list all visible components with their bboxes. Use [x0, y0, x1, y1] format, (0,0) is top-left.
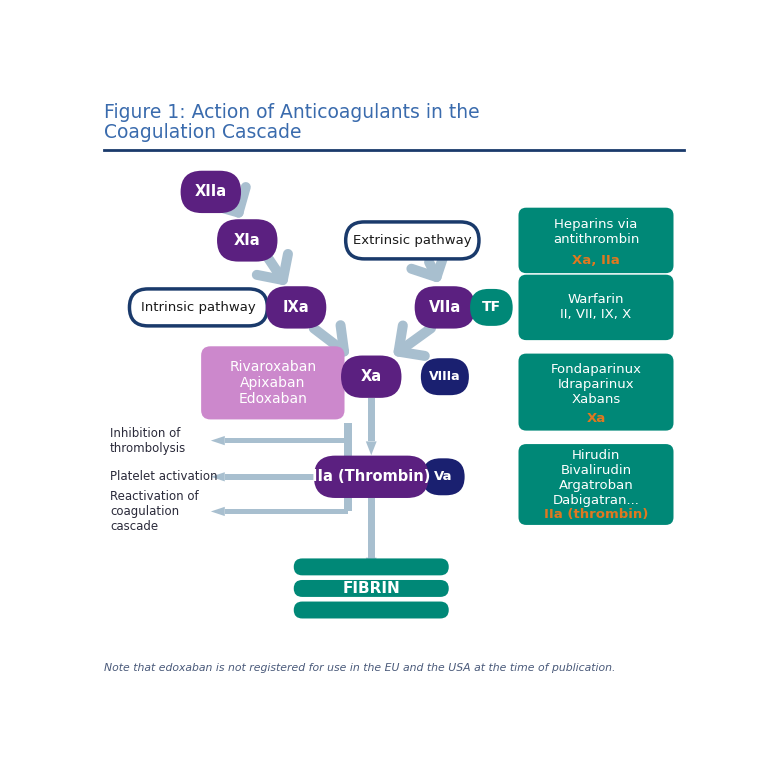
Polygon shape: [344, 423, 352, 512]
FancyBboxPatch shape: [217, 220, 278, 262]
FancyBboxPatch shape: [470, 289, 513, 326]
Text: IXa: IXa: [283, 300, 309, 315]
Text: Va: Va: [434, 470, 453, 483]
Text: Hirudin
Bivalirudin
Argatroban
Dabigatran...: Hirudin Bivalirudin Argatroban Dabigatra…: [553, 449, 640, 507]
Polygon shape: [225, 438, 348, 444]
Text: Note that edoxaban is not registered for use in the EU and the USA at the time o: Note that edoxaban is not registered for…: [104, 663, 615, 673]
Polygon shape: [478, 304, 486, 310]
FancyBboxPatch shape: [314, 456, 428, 498]
FancyBboxPatch shape: [266, 286, 326, 329]
Polygon shape: [211, 436, 225, 445]
FancyBboxPatch shape: [346, 222, 479, 259]
Text: Extrinsic pathway: Extrinsic pathway: [353, 234, 471, 247]
Text: Rivaroxaban
Apixaban
Edoxaban: Rivaroxaban Apixaban Edoxaban: [229, 360, 316, 406]
FancyBboxPatch shape: [201, 347, 345, 419]
FancyBboxPatch shape: [129, 289, 268, 326]
Polygon shape: [225, 509, 348, 514]
Text: Coagulation Cascade: Coagulation Cascade: [104, 122, 301, 142]
Polygon shape: [225, 474, 348, 480]
FancyBboxPatch shape: [414, 286, 475, 329]
Polygon shape: [368, 498, 375, 558]
FancyBboxPatch shape: [294, 558, 449, 575]
FancyBboxPatch shape: [294, 601, 449, 618]
Text: XIIa: XIIa: [195, 184, 227, 200]
FancyBboxPatch shape: [518, 444, 674, 525]
Text: Reactivation of
coagulation
cascade: Reactivation of coagulation cascade: [110, 490, 198, 533]
Text: Intrinsic pathway: Intrinsic pathway: [141, 301, 256, 314]
FancyBboxPatch shape: [421, 358, 469, 396]
FancyBboxPatch shape: [518, 353, 674, 431]
FancyBboxPatch shape: [518, 207, 674, 273]
FancyBboxPatch shape: [518, 275, 674, 340]
FancyBboxPatch shape: [294, 580, 449, 597]
Polygon shape: [366, 441, 377, 455]
Polygon shape: [366, 558, 377, 571]
Polygon shape: [211, 507, 225, 516]
Text: VIIa: VIIa: [429, 300, 461, 315]
Text: IIa (Thrombin): IIa (Thrombin): [312, 469, 431, 484]
Text: Xa: Xa: [361, 369, 382, 384]
Text: Warfarin
II, VII, IX, X: Warfarin II, VII, IX, X: [561, 294, 631, 321]
Text: VIIIa: VIIIa: [429, 370, 461, 383]
Polygon shape: [368, 399, 375, 441]
FancyBboxPatch shape: [181, 171, 241, 213]
Text: Heparins via
antithrombin: Heparins via antithrombin: [553, 218, 639, 246]
Text: Platelet activation: Platelet activation: [110, 470, 218, 483]
Text: FIBRIN: FIBRIN: [342, 581, 400, 596]
FancyBboxPatch shape: [341, 356, 401, 398]
Text: TF: TF: [482, 301, 501, 314]
Text: IIa (thrombin): IIa (thrombin): [544, 508, 648, 521]
Polygon shape: [211, 472, 225, 481]
Text: Xa, IIa: Xa, IIa: [572, 253, 620, 266]
Text: Xa: Xa: [587, 412, 606, 425]
Polygon shape: [472, 303, 486, 312]
Text: Fondaparinux
Idraparinux
Xabans: Fondaparinux Idraparinux Xabans: [551, 363, 641, 406]
FancyBboxPatch shape: [422, 458, 464, 495]
Text: Inhibition of
thrombolysis: Inhibition of thrombolysis: [110, 427, 186, 454]
Text: XIa: XIa: [234, 233, 261, 248]
Text: Figure 1: Action of Anticoagulants in the: Figure 1: Action of Anticoagulants in th…: [104, 103, 480, 122]
